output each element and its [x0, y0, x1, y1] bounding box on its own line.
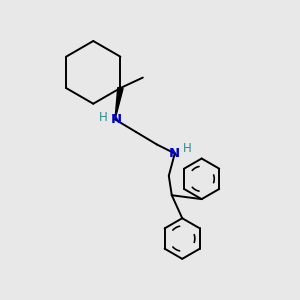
Text: N: N: [169, 147, 180, 160]
Polygon shape: [115, 88, 123, 119]
Text: H: H: [183, 142, 192, 155]
Text: N: N: [111, 113, 122, 126]
Text: H: H: [99, 110, 108, 124]
